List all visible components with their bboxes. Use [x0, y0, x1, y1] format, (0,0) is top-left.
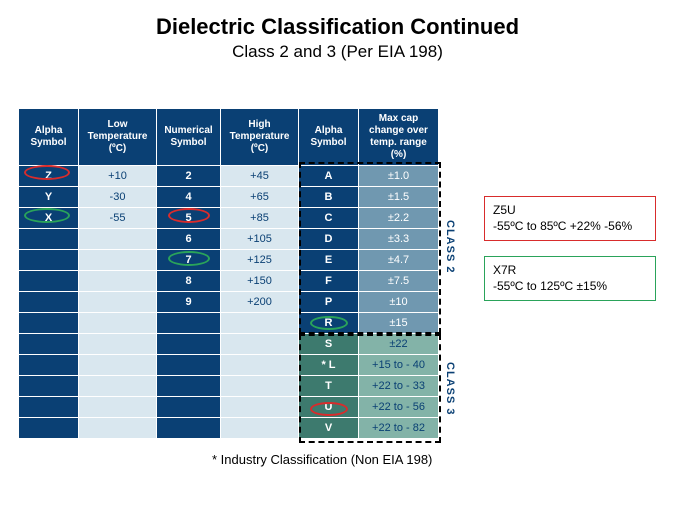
table-cell	[19, 397, 79, 418]
page-title: Dielectric Classification Continued	[0, 14, 675, 40]
table-cell	[79, 397, 157, 418]
header: Dielectric Classification Continued Clas…	[0, 0, 675, 62]
note-x7r-body: -55ºC to 125ºC ±15%	[493, 279, 607, 293]
table-cell	[19, 313, 79, 334]
table-cell: ±10	[359, 292, 439, 313]
table-cell	[157, 418, 221, 439]
table-cell	[79, 418, 157, 439]
col-header-alpha1: AlphaSymbol	[19, 109, 79, 166]
table-cell: * L	[299, 355, 359, 376]
table-cell	[79, 250, 157, 271]
table-cell	[19, 292, 79, 313]
table-cell: T	[299, 376, 359, 397]
table-cell: ±1.5	[359, 187, 439, 208]
table-cell	[19, 355, 79, 376]
table-cell: Z	[19, 166, 79, 187]
page-subtitle: Class 2 and 3 (Per EIA 198)	[0, 42, 675, 62]
table-cell	[19, 271, 79, 292]
table-cell: ±1.0	[359, 166, 439, 187]
col-header-lowtemp: LowTemperature(ºC)	[79, 109, 157, 166]
table-cell: 6	[157, 229, 221, 250]
table-cell: ±3.3	[359, 229, 439, 250]
note-x7r: X7R -55ºC to 125ºC ±15%	[484, 256, 656, 301]
table-cell: 2	[157, 166, 221, 187]
table-cell: +105	[221, 229, 299, 250]
table-cell: A	[299, 166, 359, 187]
table-cell	[19, 250, 79, 271]
table-cell: X	[19, 208, 79, 229]
table-cell: R	[299, 313, 359, 334]
table-cell: Y	[19, 187, 79, 208]
table-cell: ±22	[359, 334, 439, 355]
table-cell: +45	[221, 166, 299, 187]
classification-table: AlphaSymbol LowTemperature(ºC) Numerical…	[18, 108, 439, 439]
table-cell: 5	[157, 208, 221, 229]
table-cell	[221, 355, 299, 376]
table-cell: 7	[157, 250, 221, 271]
table-cell: +22 to - 56	[359, 397, 439, 418]
table-cell: 4	[157, 187, 221, 208]
table-cell: S	[299, 334, 359, 355]
table-cell	[157, 334, 221, 355]
table-cell: 8	[157, 271, 221, 292]
table-cell	[221, 397, 299, 418]
table-cell: +22 to - 82	[359, 418, 439, 439]
table-cell: -55	[79, 208, 157, 229]
table-cell	[19, 334, 79, 355]
table-cell: +22 to - 33	[359, 376, 439, 397]
table-cell: C	[299, 208, 359, 229]
note-z5u-title: Z5U	[493, 203, 516, 217]
table-cell	[79, 229, 157, 250]
table-cell: +15 to - 40	[359, 355, 439, 376]
table-cell: +200	[221, 292, 299, 313]
col-header-numsym: NumericalSymbol	[157, 109, 221, 166]
table-cell	[221, 313, 299, 334]
note-x7r-title: X7R	[493, 263, 516, 277]
table-cell	[157, 397, 221, 418]
table-cell: ±2.2	[359, 208, 439, 229]
table-cell: V	[299, 418, 359, 439]
table-cell	[79, 271, 157, 292]
table-cell: ±7.5	[359, 271, 439, 292]
table-cell: ±15	[359, 313, 439, 334]
label-class3: CLASS 3	[444, 362, 456, 415]
table-cell	[79, 313, 157, 334]
note-z5u: Z5U -55ºC to 85ºC +22% -56%	[484, 196, 656, 241]
table-cell	[19, 376, 79, 397]
table-cell: +65	[221, 187, 299, 208]
table-cell	[221, 418, 299, 439]
table-cell: -30	[79, 187, 157, 208]
table-cell: +125	[221, 250, 299, 271]
table-cell	[157, 376, 221, 397]
table-cell: D	[299, 229, 359, 250]
table-cell	[221, 334, 299, 355]
table-cell	[79, 376, 157, 397]
table-cell: F	[299, 271, 359, 292]
table-cell: 9	[157, 292, 221, 313]
table-cell: +150	[221, 271, 299, 292]
table-cell	[79, 355, 157, 376]
table-cell: +10	[79, 166, 157, 187]
table-cell	[79, 334, 157, 355]
table-cell	[79, 292, 157, 313]
table-cell	[19, 418, 79, 439]
table-cell: B	[299, 187, 359, 208]
table-cell	[19, 229, 79, 250]
col-header-hightemp: HighTemperature(ºC)	[221, 109, 299, 166]
table-cell: ±4.7	[359, 250, 439, 271]
table-cell	[157, 355, 221, 376]
label-class2: CLASS 2	[444, 220, 456, 273]
col-header-alpha2: AlphaSymbol	[299, 109, 359, 166]
footer-note: * Industry Classification (Non EIA 198)	[212, 452, 432, 467]
table-cell: +85	[221, 208, 299, 229]
table-cell	[157, 313, 221, 334]
note-z5u-body: -55ºC to 85ºC +22% -56%	[493, 219, 632, 233]
table-cell	[221, 376, 299, 397]
table-cell: P	[299, 292, 359, 313]
table-cell: U	[299, 397, 359, 418]
col-header-maxcap: Max capchange overtemp. range(%)	[359, 109, 439, 166]
table-cell: E	[299, 250, 359, 271]
